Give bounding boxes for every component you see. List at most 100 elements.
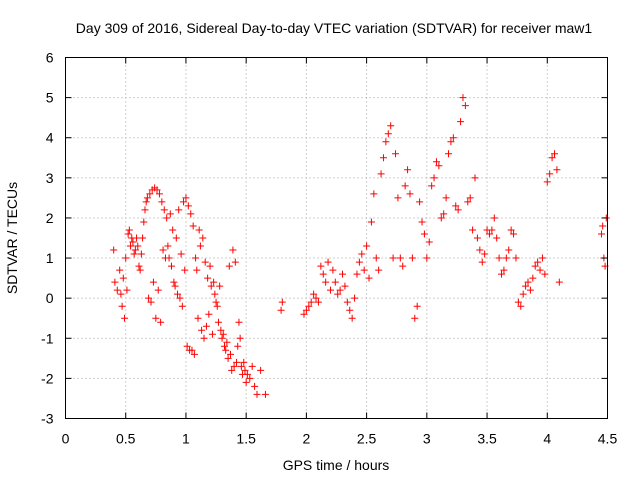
data-point: [116, 266, 124, 274]
data-point: [222, 346, 230, 354]
data-point: [177, 250, 185, 258]
data-point: [242, 378, 250, 386]
data-point: [312, 294, 320, 302]
data-point: [408, 254, 416, 262]
data-point: [233, 358, 241, 366]
data-point: [178, 302, 186, 310]
data-point: [160, 206, 168, 214]
data-point: [377, 170, 385, 178]
data-point: [140, 218, 148, 226]
data-point: [379, 154, 387, 162]
data-point: [440, 210, 448, 218]
data-point: [240, 358, 248, 366]
data-point: [396, 254, 404, 262]
data-point: [353, 270, 361, 278]
data-point: [360, 266, 368, 274]
data-point: [130, 250, 138, 258]
data-point: [324, 258, 332, 266]
data-point: [230, 362, 238, 370]
y-tick-label: 6: [46, 50, 54, 66]
data-point: [548, 154, 556, 162]
data-point: [512, 254, 520, 262]
data-point: [211, 290, 219, 298]
data-point: [326, 286, 334, 294]
x-axis-label: GPS time / hours: [283, 457, 390, 473]
data-point: [469, 226, 477, 234]
data-point: [181, 266, 189, 274]
data-point: [302, 306, 310, 314]
data-point: [382, 138, 390, 146]
y-axis-label: SDTVAR / TECUs: [4, 182, 20, 294]
data-point: [131, 246, 139, 254]
data-point: [411, 314, 419, 322]
data-point: [341, 282, 349, 290]
data-point: [223, 338, 231, 346]
data-point: [536, 266, 544, 274]
data-point: [237, 362, 245, 370]
data-point: [485, 230, 493, 238]
data-point: [277, 306, 285, 314]
data-point: [111, 278, 119, 286]
data-point: [204, 274, 212, 282]
data-point: [500, 266, 508, 274]
data-point: [217, 326, 225, 334]
data-point: [375, 266, 383, 274]
y-tick-label: 4: [46, 130, 54, 146]
data-point: [206, 262, 214, 270]
chart-title: Day 309 of 2016, Sidereal Day-to-day VTE…: [76, 20, 593, 36]
data-point: [194, 314, 202, 322]
data-point: [502, 254, 510, 262]
data-point: [207, 282, 215, 290]
data-point: [355, 258, 363, 266]
data-point: [147, 298, 155, 306]
data-point: [526, 286, 534, 294]
data-point: [129, 238, 137, 246]
data-point: [214, 318, 222, 326]
x-tick-label: 1.5: [236, 431, 256, 447]
data-point: [216, 282, 224, 290]
data-point: [248, 362, 256, 370]
data-point: [136, 266, 144, 274]
data-point: [224, 354, 232, 362]
data-point: [452, 202, 460, 210]
data-point: [235, 318, 243, 326]
data-point: [133, 234, 141, 242]
data-point: [135, 262, 143, 270]
data-point: [231, 258, 239, 266]
data-point: [498, 270, 506, 278]
data-point: [218, 334, 226, 342]
data-point: [169, 226, 177, 234]
y-tick-label: -3: [41, 411, 54, 427]
x-tick-label: 2: [302, 431, 310, 447]
data-point: [196, 242, 204, 250]
data-point: [551, 150, 559, 158]
data-point: [351, 294, 359, 302]
data-point: [543, 178, 551, 186]
data-point: [423, 254, 431, 262]
data-point: [454, 206, 462, 214]
x-tick-label: 0: [62, 431, 70, 447]
data-point: [310, 290, 318, 298]
data-point: [346, 306, 354, 314]
data-point: [176, 294, 184, 302]
data-point: [555, 278, 563, 286]
data-point: [137, 250, 145, 258]
y-tick-label: -1: [41, 330, 54, 346]
data-point: [241, 366, 249, 374]
data-point: [195, 226, 203, 234]
data-point: [155, 190, 163, 198]
data-point: [529, 274, 537, 282]
data-point: [481, 250, 489, 258]
y-tick-label: 3: [46, 170, 54, 186]
data-point: [314, 298, 322, 306]
data-point: [490, 214, 498, 222]
data-point: [493, 234, 501, 242]
data-point: [202, 322, 210, 330]
data-point: [413, 302, 421, 310]
data-point: [175, 206, 183, 214]
data-point: [189, 222, 197, 230]
data-point: [599, 222, 607, 230]
x-tick-label: 1: [182, 431, 190, 447]
data-point: [188, 346, 196, 354]
